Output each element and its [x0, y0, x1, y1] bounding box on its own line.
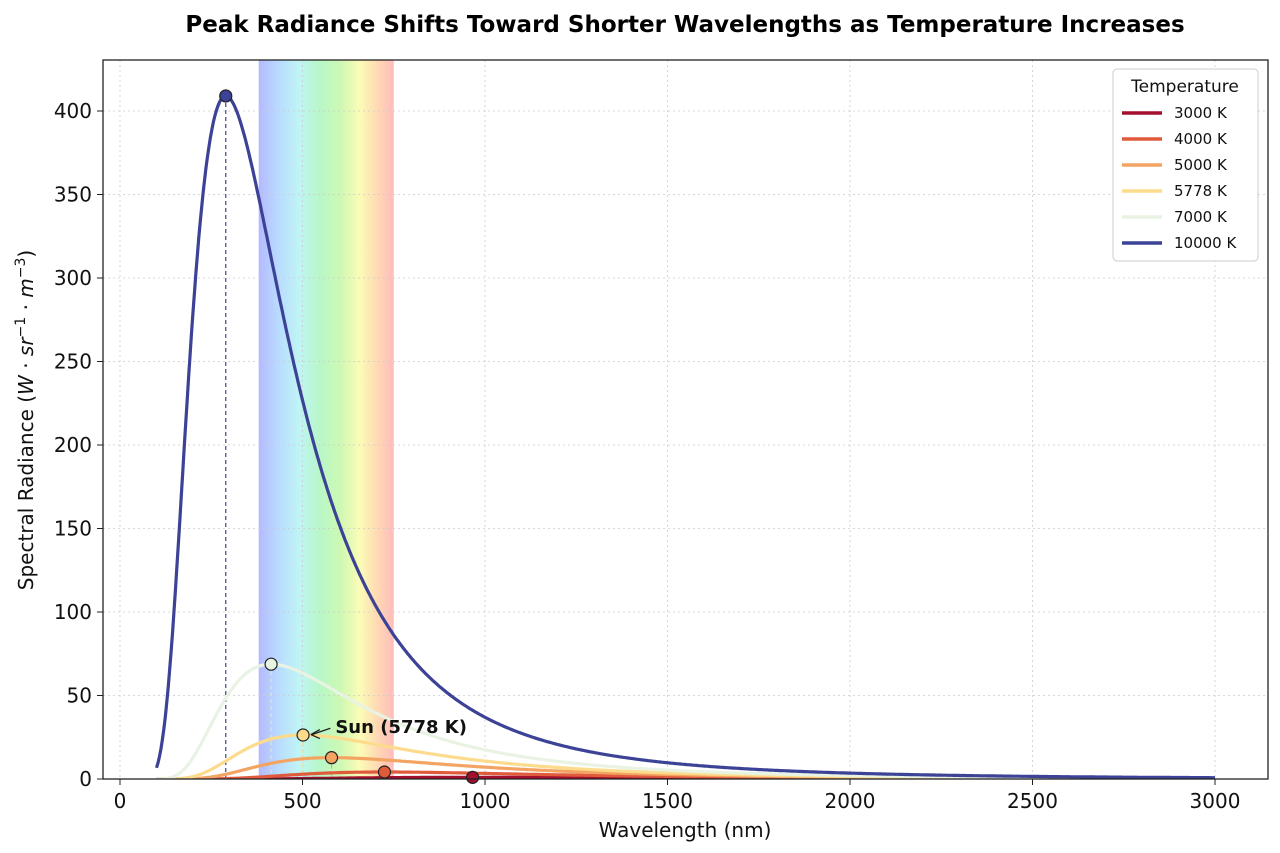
y-tick-label: 0	[79, 767, 92, 791]
legend: Temperature 3000 K 4000 K 5000 K 5778 K 7000…	[1112, 68, 1259, 262]
x-tick-label: 500	[283, 789, 321, 813]
legend-label-5000k: 5000 K	[1174, 156, 1228, 174]
legend-label-4000k: 4000 K	[1174, 130, 1228, 148]
x-axis-label: Wavelength (nm)	[599, 818, 772, 842]
x-tick-label: 0	[114, 789, 127, 813]
plot-frame	[102, 59, 1269, 780]
x-axis-ticks: 0 500 1000 1500 2000 2500 3000	[114, 779, 1241, 813]
chart-title: Peak Radiance Shifts Toward Shorter Wave…	[185, 12, 1184, 38]
peak-marker-5778k	[296, 728, 310, 742]
y-tick-label: 200	[54, 433, 92, 457]
x-tick-label: 1000	[460, 789, 511, 813]
x-tick-label: 3000	[1190, 789, 1241, 813]
y-tick-label: 300	[54, 266, 92, 290]
y-tick-label: 350	[54, 183, 92, 207]
peak-marker-10000k	[219, 89, 233, 103]
legend-label-5778k: 5778 K	[1174, 182, 1228, 200]
y-tick-label: 150	[54, 517, 92, 541]
y-tick-label: 50	[67, 684, 92, 708]
peak-marker-4000k	[377, 765, 392, 779]
peak-marker-7000k	[264, 657, 278, 671]
x-tick-label: 2000	[825, 789, 876, 813]
y-axis-label: Spectral Radiance (W · sr−1 · m−3)	[13, 250, 38, 590]
y-tick-label: 400	[54, 99, 92, 123]
x-tick-label: 1500	[642, 789, 693, 813]
plot-area	[102, 59, 1269, 784]
peak-markers	[219, 89, 480, 784]
annotation-text: Sun (5778 K)	[335, 717, 467, 738]
y-tick-label: 100	[54, 600, 92, 624]
curve-10000k	[154, 94, 1215, 779]
x-tick-label: 2500	[1007, 789, 1058, 813]
sun-annotation: Sun (5778 K)	[310, 717, 467, 740]
y-tick-label: 250	[54, 350, 92, 374]
visible-spectrum-band	[258, 60, 394, 779]
legend-label-3000k: 3000 K	[1174, 104, 1228, 122]
peak-marker-3000k	[465, 770, 480, 784]
legend-label-7000k: 7000 K	[1174, 208, 1228, 226]
peak-marker-5000k	[324, 751, 339, 765]
y-axis-ticks: 0 50 100 150 200 250 300 350 400	[54, 99, 103, 791]
legend-title: Temperature	[1130, 77, 1239, 97]
legend-label-10000k: 10000 K	[1174, 234, 1237, 252]
